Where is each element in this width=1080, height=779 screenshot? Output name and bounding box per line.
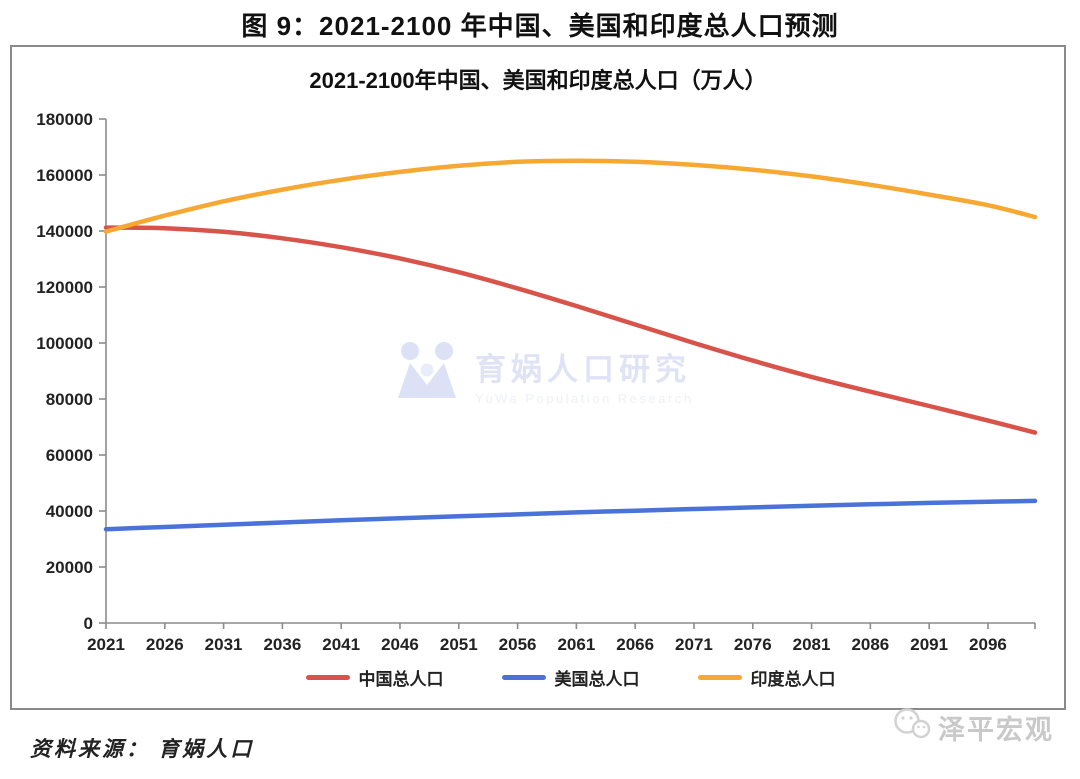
chart-title: 2021-2100年中国、美国和印度总人口（万人） xyxy=(309,68,767,93)
series-line-usa xyxy=(103,498,1038,532)
x-tick-label: 2066 xyxy=(616,635,654,654)
x-tick-label: 2091 xyxy=(910,635,948,654)
y-tick-label: 120000 xyxy=(36,278,93,297)
series-line-china xyxy=(103,225,1038,435)
legend-item-india: 印度总人口 xyxy=(697,665,836,690)
y-tick-label: 20000 xyxy=(46,558,93,577)
y-tick-label: 80000 xyxy=(46,390,93,409)
legend-swatch-usa xyxy=(501,675,546,680)
x-tick-label: 2096 xyxy=(969,635,1007,654)
x-tick-label: 2086 xyxy=(851,635,889,654)
x-tick-label: 2026 xyxy=(146,635,184,654)
y-tick-label: 160000 xyxy=(36,166,93,185)
series-line-india xyxy=(103,158,1038,234)
legend-item-china: 中国总人口 xyxy=(305,665,444,690)
x-tick-label: 2061 xyxy=(557,635,595,654)
legend-swatch-india xyxy=(697,675,742,680)
x-tick-label: 2021 xyxy=(87,635,125,654)
x-tick-label: 2041 xyxy=(322,635,360,654)
y-tick-label: 0 xyxy=(84,614,93,633)
y-tick-label: 140000 xyxy=(36,222,93,241)
legend-label-usa: 美国总人口 xyxy=(554,670,640,689)
y-tick-label: 60000 xyxy=(46,446,93,465)
legend-item-usa: 美国总人口 xyxy=(501,665,640,690)
source-note: 资料来源： 育娲人口 xyxy=(30,737,255,761)
x-tick-label: 2071 xyxy=(675,635,713,654)
brand-footer: 泽平宏观 xyxy=(892,708,1054,747)
wechat-icon xyxy=(892,708,932,747)
y-tick-label: 180000 xyxy=(36,110,93,129)
x-tick-label: 2046 xyxy=(381,635,419,654)
legend-label-china: 中国总人口 xyxy=(358,670,444,689)
figure-title: 图 9：2021-2100 年中国、美国和印度总人口预测 xyxy=(241,11,839,41)
legend-label-india: 印度总人口 xyxy=(750,670,836,689)
y-tick-label: 100000 xyxy=(36,334,93,353)
x-tick-label: 2031 xyxy=(205,635,243,654)
y-tick-label: 40000 xyxy=(46,502,93,521)
x-tick-label: 2051 xyxy=(440,635,478,654)
brand-name: 泽平宏观 xyxy=(938,715,1054,745)
x-tick-label: 2036 xyxy=(263,635,301,654)
population-chart: 0 20000 40000 60000 80000 100000 120000 140000 1… xyxy=(36,110,1038,654)
x-tick-label: 2076 xyxy=(734,635,772,654)
figure-box: 2021-2100年中国、美国和印度总人口（万人） 0 20000 40000 600… xyxy=(10,45,1066,710)
x-tick-label: 2081 xyxy=(793,635,831,654)
x-tick-label: 2056 xyxy=(499,635,537,654)
chart-legend: 中国总人口 美国总人口 印度总人口 xyxy=(106,665,1035,690)
legend-swatch-china xyxy=(305,675,350,680)
